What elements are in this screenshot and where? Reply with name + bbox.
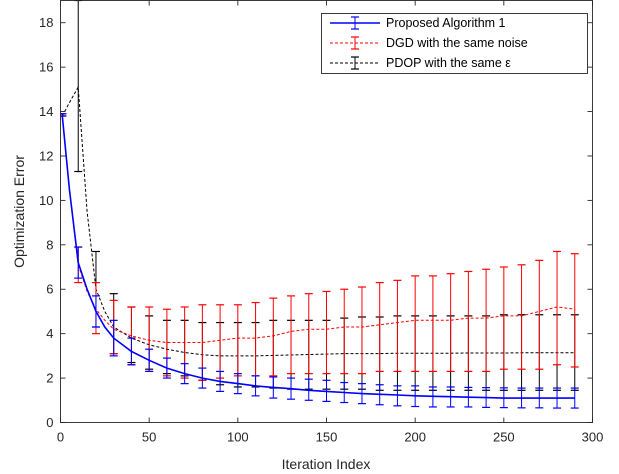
errorbar-dgd	[464, 270, 473, 373]
x-tick-label: 300	[582, 430, 604, 445]
errorbar-proposed	[91, 295, 100, 328]
legend-swatch-pdop	[330, 56, 380, 70]
errorbar-proposed	[446, 386, 455, 408]
y-tick-label: 4	[46, 326, 53, 341]
errorbar-dgd	[322, 290, 331, 375]
legend-label-pdop: PDOP with the same ε	[386, 56, 511, 70]
errorbar-dgd	[233, 304, 242, 377]
errorbar-proposed	[74, 246, 83, 279]
y-tick-label: 8	[46, 237, 53, 252]
errorbar-proposed	[145, 348, 154, 373]
errorbar-proposed	[570, 387, 579, 409]
legend: Proposed Algorithm 1 DGD with the same n…	[321, 13, 588, 74]
series-dgd	[60, 113, 579, 381]
x-tick-label: 100	[227, 430, 249, 445]
errorbar-proposed	[393, 385, 402, 407]
errorbar-proposed	[411, 385, 420, 408]
x-tick-label: 150	[316, 430, 338, 445]
errorbar-dgd	[357, 286, 366, 375]
errorbar-proposed	[357, 383, 366, 405]
y-tick-label: 0	[46, 415, 53, 430]
y-tick-label: 14	[39, 104, 53, 119]
errorbar-proposed	[428, 386, 437, 408]
errorbar-proposed	[180, 363, 189, 385]
y-axis-label: Optimization Error	[11, 155, 27, 268]
errorbar-proposed	[60, 113, 67, 117]
errorbar-proposed	[109, 319, 118, 357]
y-tick-label: 2	[46, 371, 53, 386]
errorbar-proposed	[216, 370, 225, 393]
errorbar-dgd	[446, 273, 455, 373]
x-axis-ticks: 0 50 100 150 200 250 300	[57, 0, 604, 445]
legend-entries	[330, 16, 380, 70]
errorbar-dgd	[216, 304, 225, 379]
errorbar-proposed	[482, 387, 491, 408]
errorbar-proposed	[517, 387, 526, 409]
series-proposed	[60, 113, 579, 409]
errorbar-proposed	[127, 337, 136, 366]
series-line-pdop	[61, 85, 575, 357]
x-axis-label: Iteration Index	[282, 456, 371, 472]
errorbar-dgd	[428, 275, 437, 373]
errorbar-dgd	[304, 293, 313, 375]
x-tick-label: 0	[57, 430, 64, 445]
x-tick-label: 200	[404, 430, 426, 445]
legend-label-proposed: Proposed Algorithm 1	[386, 16, 506, 30]
y-tick-label: 12	[39, 148, 53, 163]
legend-swatch-dgd	[330, 36, 380, 50]
errorbar-dgd	[411, 275, 420, 373]
errorbar-dgd	[375, 281, 384, 373]
errorbar-proposed	[340, 381, 349, 404]
errorbar-dgd	[340, 288, 349, 375]
y-tick-label: 18	[39, 15, 53, 30]
y-axis-ticks: 0 2 4 6 8 10 12 14 16 18	[39, 15, 593, 430]
legend-label-dgd: DGD with the same noise	[386, 36, 528, 50]
errorbar-dgd	[499, 266, 508, 370]
series-line-proposed	[61, 115, 575, 399]
errorbar-proposed	[464, 386, 473, 408]
errorbar-proposed	[375, 384, 384, 406]
errorbar-proposed	[287, 377, 296, 400]
y-tick-label: 16	[39, 60, 53, 75]
plot-series	[60, 0, 579, 409]
legend-swatch-proposed	[330, 16, 380, 30]
errorbar-proposed	[269, 376, 278, 399]
errorbar-proposed	[553, 387, 562, 409]
errorbar-proposed	[198, 367, 207, 389]
errorbar-dgd	[553, 250, 562, 366]
errorbar-proposed	[251, 375, 260, 397]
errorbar-proposed	[162, 357, 171, 379]
errorbar-dgd	[393, 279, 402, 373]
x-tick-label: 50	[142, 430, 156, 445]
errorbar-pdop	[74, 0, 83, 173]
errorbar-dgd	[251, 301, 260, 377]
errorbar-proposed	[322, 379, 331, 402]
series-line-dgd	[61, 115, 575, 343]
y-tick-label: 6	[46, 282, 53, 297]
errorbar-dgd	[482, 268, 491, 373]
errorbar-proposed	[304, 378, 313, 401]
errorbar-proposed	[233, 373, 242, 395]
errorbar-dgd	[517, 264, 526, 370]
errorbar-dgd	[570, 253, 579, 368]
x-tick-label: 250	[493, 430, 515, 445]
y-tick-label: 10	[39, 193, 53, 208]
errorbar-dgd	[535, 259, 544, 370]
errorbar-dgd	[287, 295, 296, 375]
errorbar-proposed	[499, 387, 508, 409]
errorbar-dgd	[269, 297, 278, 377]
errorbar-proposed	[535, 387, 544, 409]
